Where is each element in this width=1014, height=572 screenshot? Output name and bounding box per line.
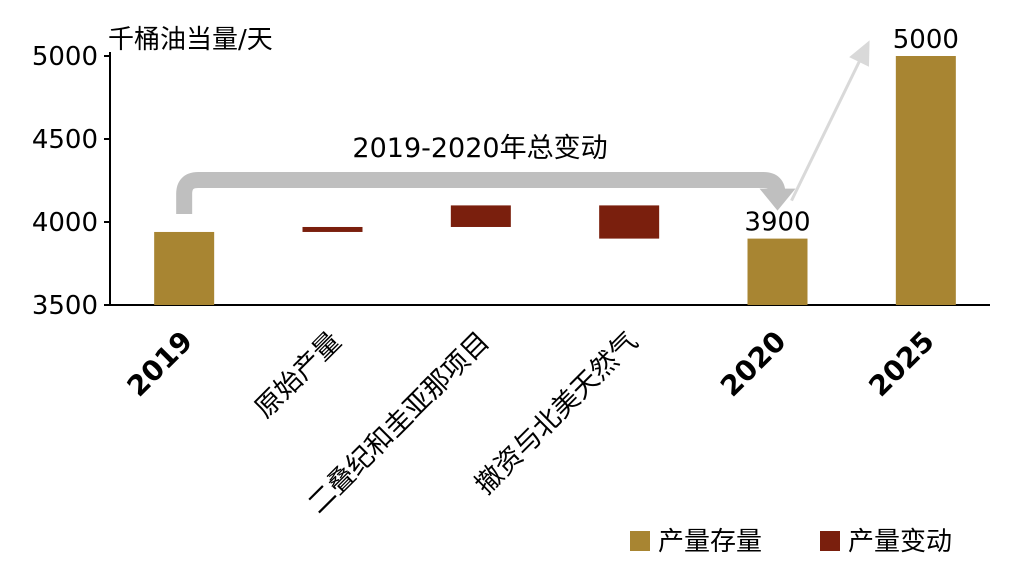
data-label-2025: 5000 (893, 25, 959, 55)
x-tick-label-2025: 2025 (862, 325, 940, 403)
bar-change-3 (599, 205, 660, 239)
data-label-2020: 3900 (744, 208, 810, 238)
annotation-total-change: 2019-2020年总变动 (352, 133, 607, 164)
y-tick-label-5000: 5000 (32, 42, 98, 72)
legend: 产量存量 产量变动 (630, 527, 952, 557)
growth-arrow-line (790, 43, 870, 202)
y-tick-label-3500: 3500 (32, 291, 98, 321)
y-tick-label-4000: 4000 (32, 208, 98, 238)
legend-label-0: 产量存量 (658, 527, 762, 557)
legend-swatch-1 (820, 531, 840, 551)
bridge-path (176, 172, 786, 214)
y-axis: 3500 4000 4500 5000 (32, 42, 990, 321)
x-tick-label-cat-3: 撤资与北美天然气 (469, 326, 644, 501)
legend-label-1: 产量变动 (848, 527, 952, 557)
y-unit-label: 千桶油当量/天 (108, 25, 273, 55)
x-tick-label-2019: 2019 (121, 325, 199, 403)
x-tick-label-cat-1: 原始产量 (249, 326, 347, 424)
total-change-bridge (176, 40, 870, 214)
bridge-arrowhead (759, 188, 796, 211)
y-tick-label-4500: 4500 (32, 125, 98, 155)
bar-2025 (895, 56, 956, 305)
x-tick-label-2020: 2020 (714, 325, 792, 403)
growth-arrowhead (849, 40, 870, 67)
bar-change-1 (302, 226, 363, 232)
legend-swatch-0 (630, 531, 650, 551)
bar-2019 (154, 231, 215, 305)
bar-2020 (747, 238, 808, 305)
bar-labels: 3900 5000 (744, 25, 959, 238)
bars (154, 56, 956, 305)
bar-change-2 (450, 205, 511, 227)
